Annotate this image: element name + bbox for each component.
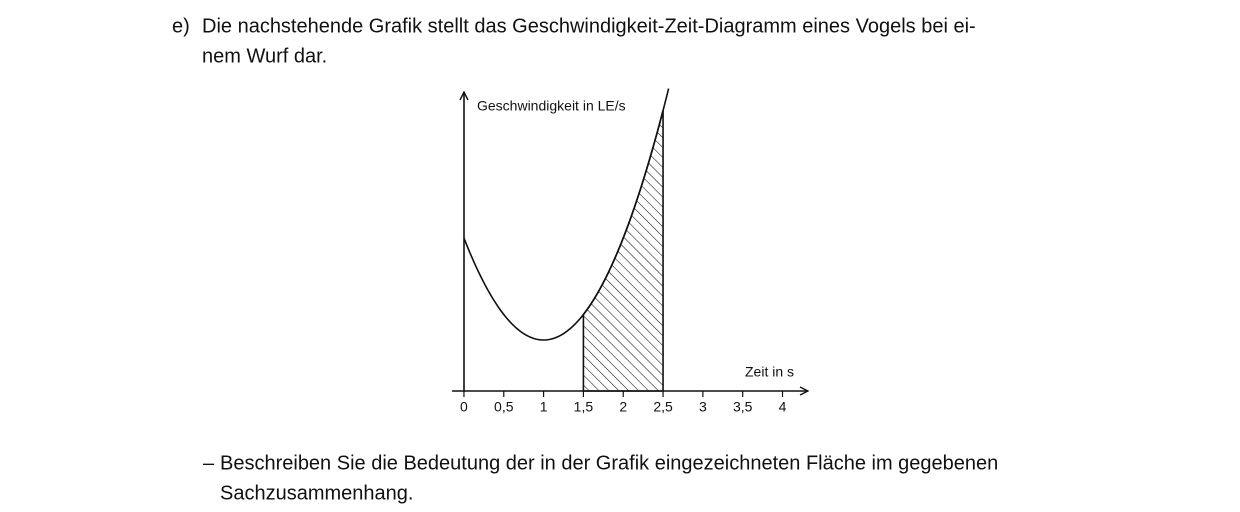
curve [463,88,670,341]
x-tick-label: 3 [699,399,707,415]
x-axis-label: Zeit in s [745,364,794,380]
question-text: Sachzusammenhang. [220,482,413,504]
x-tick-label: 3,5 [733,399,753,415]
figure: Geschwindigkeit in LE/s Zeit in s 0 0,5 1 1… [452,88,808,415]
y-axis-label: Geschwindigkeit in LE/s [477,98,626,114]
x-tick-label: 1,5 [574,399,594,415]
x-tick-label: 0 [460,399,468,415]
x-tick-label: 2,5 [653,399,673,415]
bullet: – [203,452,215,474]
x-tick-label: 4 [779,399,787,415]
task-text: nem Wurf dar. [202,45,327,67]
x-tick-label: 1 [540,399,548,415]
x-tick-label: 0,5 [494,399,514,415]
question-text: Beschreiben Sie die Bedeutung der in der… [220,452,998,474]
task-label: e) [172,15,190,37]
x-tick-label: 2 [619,399,627,415]
task-text: Die nachstehende Grafik stellt das Gesch… [202,15,976,37]
